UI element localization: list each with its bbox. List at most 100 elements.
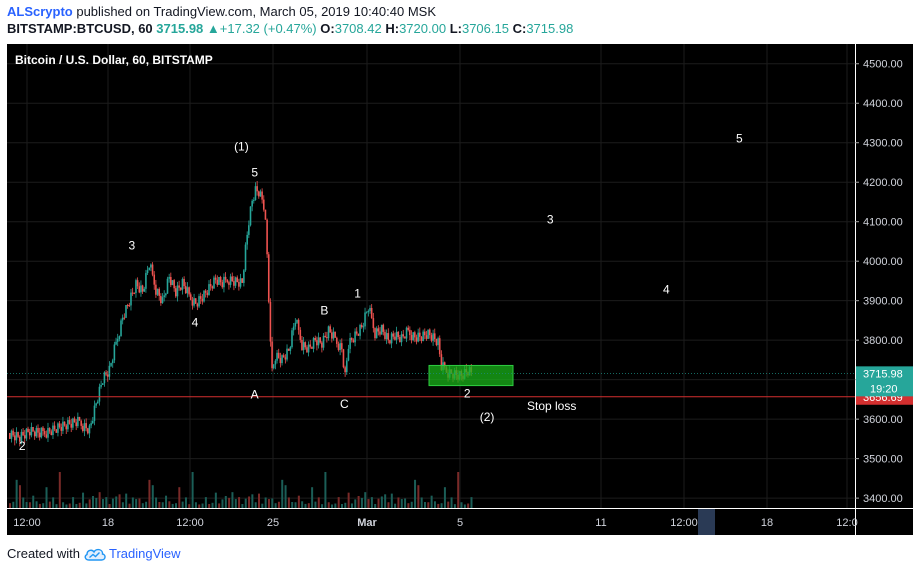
candle-body (116, 338, 119, 342)
volume-bar (258, 493, 260, 508)
candle-body (341, 343, 343, 350)
candle-body (143, 288, 146, 292)
volume-bar (450, 497, 453, 508)
candle-body (103, 372, 106, 384)
candle-body (161, 297, 164, 304)
candle-body (428, 329, 431, 336)
volume-bar (224, 496, 227, 508)
candle-body (349, 337, 351, 349)
candle-body (267, 254, 270, 302)
candle-body (337, 343, 340, 351)
volume-bar (118, 494, 121, 508)
volume-bar (108, 504, 111, 508)
last-price-label: 3715.98 (863, 368, 903, 380)
tradingview-brand[interactable]: TradingView (108, 546, 181, 561)
candle-body (238, 282, 240, 287)
volume-bar (151, 485, 154, 508)
axis-corner (856, 509, 913, 535)
volume-bar (68, 503, 71, 508)
volume-bar (125, 493, 128, 508)
candle-body (100, 384, 102, 387)
x-tick-label: 25 (267, 517, 279, 529)
candle-body (165, 293, 167, 296)
volume-bar (25, 502, 28, 508)
candle-body (209, 284, 212, 287)
volume-bar (414, 479, 417, 508)
close-value: 3715.98 (526, 21, 574, 36)
volume-bar (175, 503, 177, 508)
target-zone-box[interactable] (428, 364, 514, 387)
y-tick-label: 4100.00 (863, 217, 903, 229)
wave-label: 5 (736, 132, 743, 146)
volume-bar (417, 485, 420, 508)
candle-body (18, 436, 21, 442)
volume-bar (404, 498, 407, 508)
candle-body (332, 331, 335, 339)
candle-body (234, 277, 237, 286)
candle-body (231, 276, 234, 282)
candle-body (410, 335, 413, 341)
candle-body (80, 420, 82, 426)
candle-body (115, 341, 117, 345)
candle-body (322, 335, 325, 348)
candle-body (394, 336, 396, 340)
volume-bar (304, 503, 307, 508)
y-tick-label: 3500.00 (863, 454, 903, 466)
chart-container[interactable]: 4500.00 4400.00 4300.00 4200.00 4100.00 4000.… (7, 44, 913, 535)
candle-body (228, 282, 230, 285)
wave-label: C (340, 397, 349, 411)
volume-bar (188, 504, 191, 508)
candle-body (433, 333, 436, 339)
candle-body (277, 352, 280, 358)
volume-bar (424, 502, 426, 508)
candle-body (110, 363, 112, 366)
volume-bar (354, 499, 357, 508)
candle-body (264, 209, 267, 220)
candle-body (58, 423, 61, 428)
candle-body (246, 234, 248, 245)
candle-body (385, 333, 388, 339)
candle-body (166, 278, 169, 294)
candle-body (274, 360, 277, 365)
candle-body (224, 276, 227, 280)
candle-body (32, 426, 34, 432)
candle-body (123, 317, 126, 319)
last-price-header: 3715.98 (156, 21, 204, 36)
volume-bar (347, 492, 350, 508)
candle-body (254, 186, 257, 200)
candle-body (135, 280, 137, 293)
candle-body (28, 432, 31, 436)
candle-body (108, 365, 111, 377)
candle-body (171, 280, 174, 286)
candle-body (314, 337, 317, 341)
volume-bar (168, 501, 171, 508)
time-axis[interactable] (7, 509, 855, 535)
volume-bar (178, 487, 181, 508)
volume-bar (131, 497, 134, 508)
candle-body (409, 329, 411, 336)
volume-bar (324, 472, 327, 508)
candle-body (251, 200, 253, 207)
volume-bar (55, 504, 58, 508)
x-tick-label: 11 (595, 517, 606, 529)
plot-area[interactable] (7, 44, 855, 508)
volume-bar (394, 503, 397, 508)
volume-bar (211, 502, 214, 508)
volume-bar (165, 495, 168, 508)
candle-body (281, 355, 283, 364)
volume-bar (344, 502, 347, 508)
price-chart[interactable]: 4500.00 4400.00 4300.00 4200.00 4100.00 4000.… (7, 44, 913, 535)
tradingview-logo[interactable]: TradingView (84, 546, 181, 561)
volume-bar (297, 495, 300, 508)
candle-body (347, 348, 350, 361)
candle-body (30, 426, 33, 436)
price-axis[interactable] (856, 44, 913, 508)
candle-body (427, 329, 429, 339)
volume-bar (231, 492, 234, 508)
author-link[interactable]: ALScrypto (7, 4, 73, 19)
volume-bar (18, 485, 21, 508)
candle-body (350, 337, 353, 341)
candle-body (248, 225, 250, 235)
candle-body (87, 428, 89, 434)
volume-bar (161, 502, 164, 508)
